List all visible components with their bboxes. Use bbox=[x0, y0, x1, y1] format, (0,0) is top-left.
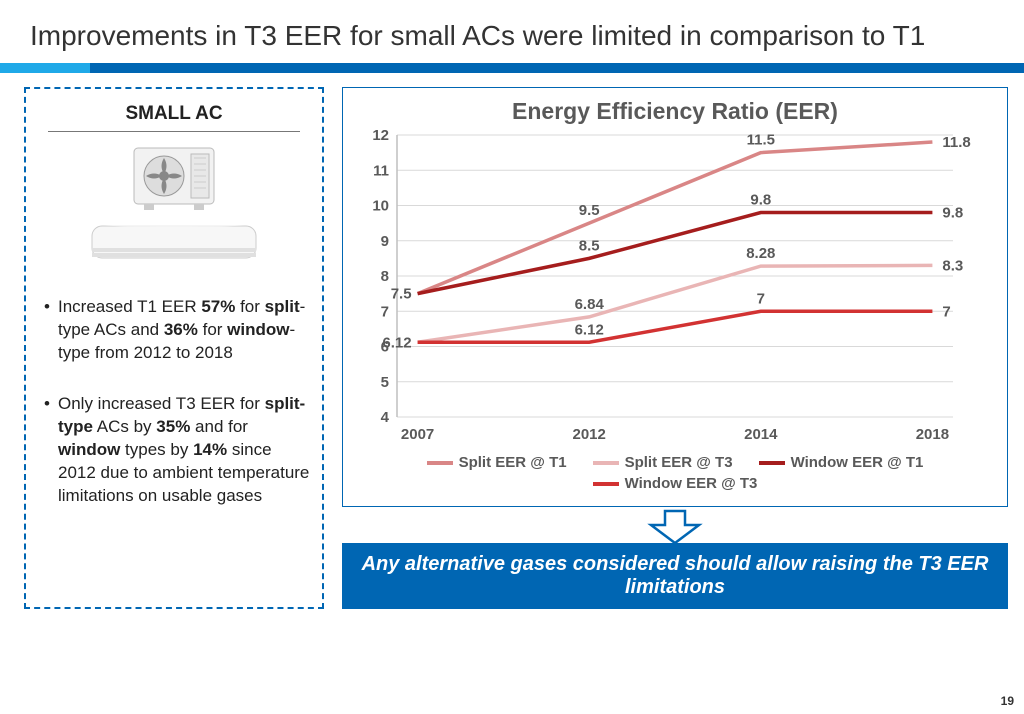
title-bar bbox=[0, 63, 1024, 73]
svg-text:12: 12 bbox=[372, 127, 389, 144]
chart-legend: Split EER @ T1 Split EER @ T3 Window EER @… bbox=[353, 452, 997, 492]
page-number: 19 bbox=[1001, 694, 1014, 708]
svg-text:9: 9 bbox=[381, 233, 389, 250]
chart-box: Energy Efficiency Ratio (EER) 4567891011… bbox=[342, 87, 1008, 507]
svg-text:11: 11 bbox=[373, 162, 389, 179]
ac-illustration bbox=[38, 144, 310, 270]
ac-outdoor-icon bbox=[119, 144, 229, 214]
svg-text:6.84: 6.84 bbox=[575, 296, 605, 313]
legend-item: Split EER @ T1 bbox=[427, 454, 567, 471]
svg-text:8.28: 8.28 bbox=[746, 245, 775, 262]
line-chart: 45678910111220072012201420187.59.511.511… bbox=[353, 127, 973, 447]
svg-text:8.5: 8.5 bbox=[579, 237, 600, 254]
svg-text:2007: 2007 bbox=[401, 426, 434, 443]
chart-title: Energy Efficiency Ratio (EER) bbox=[353, 98, 997, 125]
svg-text:9.8: 9.8 bbox=[942, 205, 963, 222]
left-panel: SMALL AC bbox=[24, 87, 324, 609]
svg-text:7: 7 bbox=[381, 303, 389, 320]
svg-text:8.3: 8.3 bbox=[942, 257, 963, 274]
arrow-down-icon bbox=[342, 509, 1008, 545]
svg-text:2018: 2018 bbox=[916, 426, 949, 443]
svg-text:6.12: 6.12 bbox=[575, 321, 604, 338]
callout-box: Any alternative gases considered should … bbox=[342, 543, 1008, 609]
svg-text:11.5: 11.5 bbox=[747, 132, 775, 149]
legend-item: Window EER @ T1 bbox=[759, 454, 924, 471]
svg-text:9.5: 9.5 bbox=[579, 202, 600, 219]
bullet-1: Increased T1 EER 57% for split-type ACs … bbox=[44, 296, 310, 365]
legend-item: Window EER @ T3 bbox=[593, 475, 758, 492]
svg-text:9.8: 9.8 bbox=[750, 192, 771, 209]
svg-text:6.12: 6.12 bbox=[382, 334, 411, 351]
svg-text:5: 5 bbox=[381, 374, 389, 391]
slide-title: Improvements in T3 EER for small ACs wer… bbox=[0, 0, 1024, 63]
svg-text:7.5: 7.5 bbox=[391, 286, 412, 303]
svg-text:4: 4 bbox=[381, 409, 390, 426]
svg-text:8: 8 bbox=[381, 268, 389, 285]
left-heading: SMALL AC bbox=[48, 103, 300, 132]
svg-text:10: 10 bbox=[372, 198, 389, 215]
ac-indoor-icon bbox=[84, 220, 264, 270]
bullet-2: Only increased T3 EER for split-type ACs… bbox=[44, 393, 310, 508]
svg-text:2012: 2012 bbox=[573, 426, 606, 443]
svg-text:2014: 2014 bbox=[744, 426, 778, 443]
svg-text:11.8: 11.8 bbox=[942, 134, 970, 151]
svg-text:7: 7 bbox=[757, 290, 765, 307]
legend-item: Split EER @ T3 bbox=[593, 454, 733, 471]
svg-text:7: 7 bbox=[942, 303, 950, 320]
